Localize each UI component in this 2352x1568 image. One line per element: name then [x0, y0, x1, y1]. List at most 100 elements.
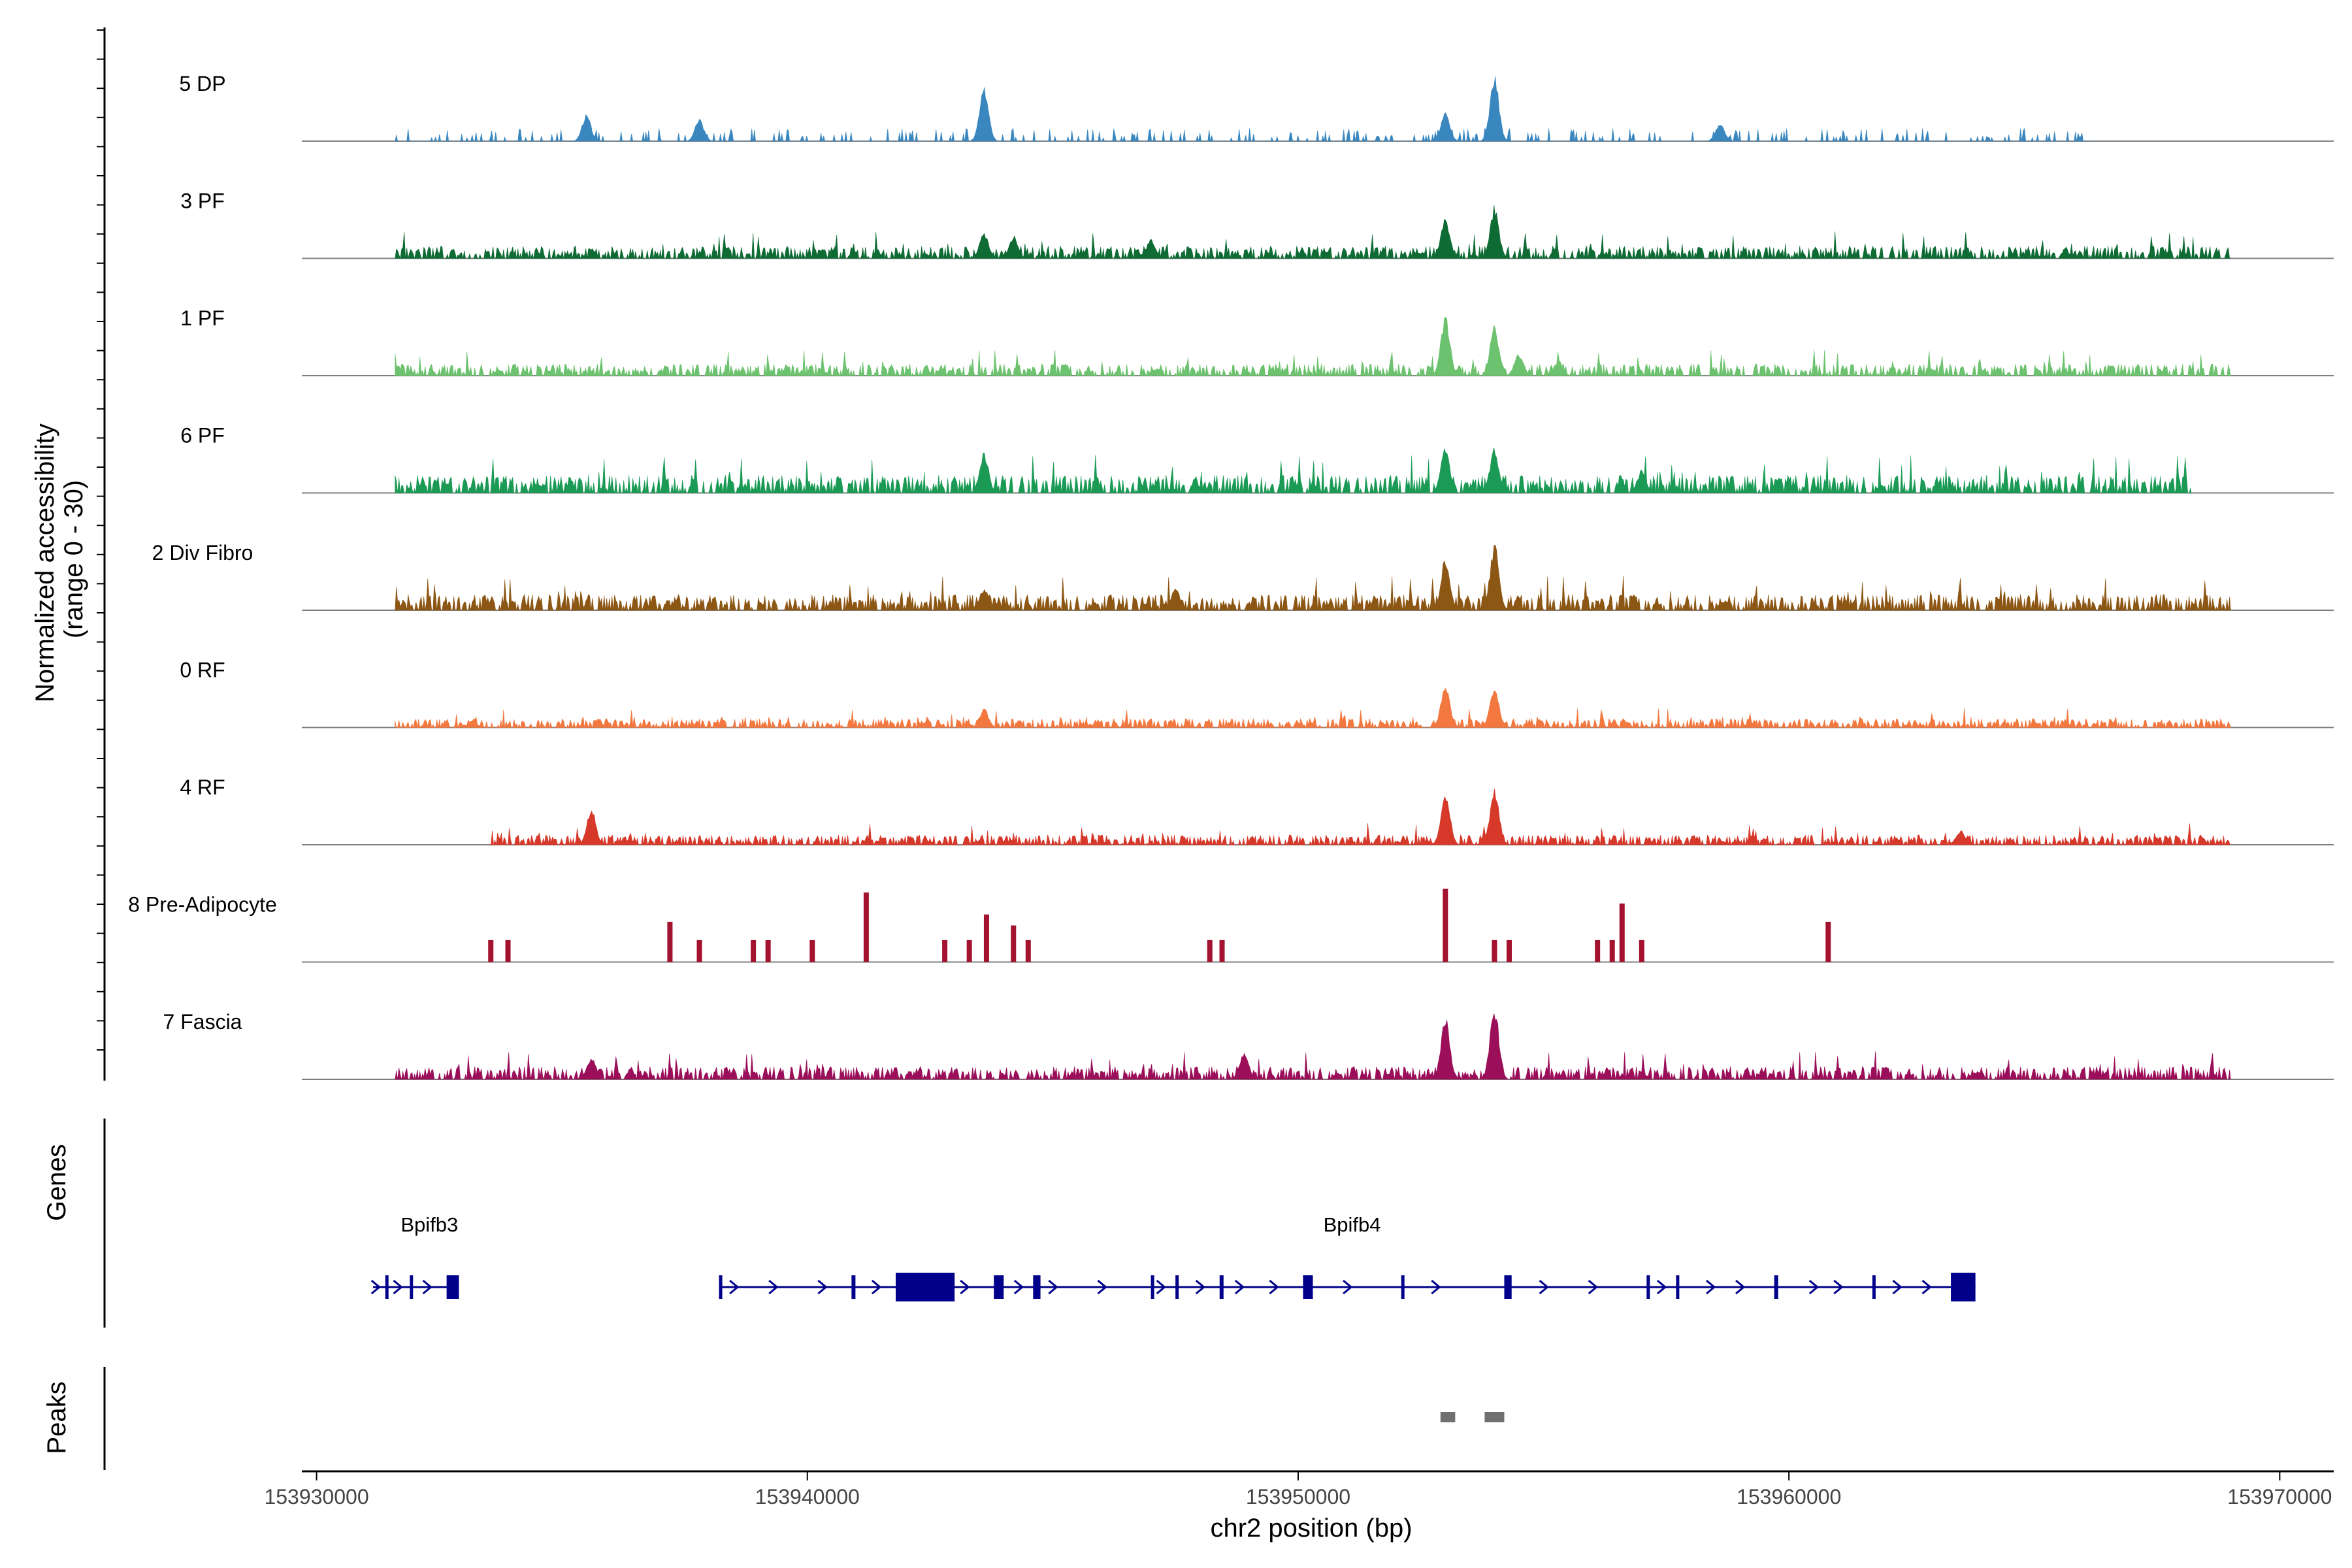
- gene-label: Bpifb4: [1324, 1213, 1381, 1236]
- track-5: 0 RF: [180, 659, 2334, 728]
- gene-exon: [1646, 1275, 1650, 1299]
- coverage-bar: [1506, 939, 1512, 962]
- track-label: 5 DP: [179, 72, 225, 95]
- track-4: 2 Div Fibro: [152, 541, 2334, 612]
- coverage-bar: [1011, 925, 1017, 962]
- gene-exon: [1303, 1275, 1313, 1299]
- coverage-area: [395, 448, 2192, 494]
- gene-strand-chevron: [1833, 1279, 1844, 1295]
- gene-exon: [719, 1275, 723, 1299]
- genes-panel: Bpifb3 Bpifb4: [103, 1119, 1976, 1328]
- gene-strand-chevron: [1269, 1279, 1279, 1295]
- gene-strand-chevron: [1431, 1279, 1441, 1295]
- track-6: 4 RF: [180, 776, 2334, 846]
- gene-strand-chevron: [1735, 1279, 1746, 1295]
- gene-strand-chevron: [370, 1279, 382, 1295]
- track-label: 2 Div Fibro: [152, 541, 253, 564]
- coverage-bar: [667, 921, 673, 962]
- gene-strand-chevron: [768, 1279, 779, 1295]
- gene-strand-chevron: [1892, 1279, 1903, 1295]
- gene-strand-chevron: [817, 1279, 828, 1295]
- gene-strand-chevron: [1234, 1279, 1245, 1295]
- gene-strand-chevron: [1013, 1279, 1024, 1295]
- y-axis: [97, 27, 106, 1081]
- coverage-bar: [488, 939, 494, 962]
- coverage-bar: [1825, 921, 1831, 962]
- track-2: 1 PF: [180, 306, 2334, 377]
- coverage-bar: [1025, 939, 1031, 962]
- gene-strand-chevron: [1921, 1279, 1932, 1295]
- gene-strand-chevron: [729, 1279, 740, 1295]
- track-label: 4 RF: [180, 776, 225, 799]
- track-7: 8 Pre-Adipocyte: [128, 889, 2334, 963]
- gene-exon: [1401, 1275, 1405, 1299]
- gene-strand-chevron: [1097, 1279, 1107, 1295]
- gene-exon: [994, 1275, 1004, 1299]
- gene-exon: [851, 1275, 856, 1299]
- peaks-panel: [103, 1367, 1505, 1470]
- track-label: 8 Pre-Adipocyte: [128, 893, 277, 917]
- coverage-bar: [1492, 939, 1497, 962]
- x-tick-label: 153960000: [1737, 1485, 1841, 1509]
- gene-exon: [1504, 1275, 1512, 1299]
- y-axis-label-line-1: Normalized accessibility: [31, 423, 59, 702]
- x-tick-label: 153940000: [755, 1485, 860, 1509]
- coverage-bar: [765, 939, 771, 962]
- track-3: 6 PF: [180, 424, 2334, 494]
- coverage-bar: [1639, 939, 1644, 962]
- coverage-bar: [751, 939, 757, 962]
- x-axis: 153930000 153940000 153950000 153960000 1539…: [264, 1470, 2334, 1509]
- coverage-bar: [983, 914, 989, 962]
- coverage-area: [395, 76, 2093, 142]
- coverage-bar: [809, 939, 815, 962]
- coverage-bar: [1595, 939, 1601, 962]
- peaks-panel-label: Peaks: [42, 1381, 71, 1454]
- genes-panel-label: Genes: [42, 1144, 71, 1221]
- coverage-bar: [505, 939, 511, 962]
- coverage-area: [395, 204, 2231, 259]
- track-8: 7 Fascia: [163, 1010, 2334, 1081]
- peak-region: [1484, 1412, 1505, 1422]
- gene-strand-chevron: [1195, 1279, 1206, 1295]
- coverage-area: [395, 316, 2231, 377]
- coverage-bar: [1619, 903, 1625, 962]
- gene-exon: [1175, 1275, 1179, 1299]
- gene-bpifb3: Bpifb3: [370, 1213, 459, 1299]
- gene-exon: [1151, 1275, 1154, 1299]
- gene-exon: [1774, 1275, 1778, 1299]
- coverage-bar: [1443, 889, 1448, 962]
- gene-exon: [1676, 1275, 1680, 1299]
- track-1: 3 PF: [180, 189, 2334, 259]
- coverage-bar: [696, 939, 702, 962]
- x-axis-label: chr2 position (bp): [1210, 1514, 1412, 1543]
- gene-strand-chevron: [1048, 1279, 1058, 1295]
- track-0: 5 DP: [179, 72, 2334, 142]
- coverage-area: [395, 1013, 2231, 1081]
- gene-bpifb4: Bpifb4: [719, 1213, 1976, 1301]
- x-tick-label: 153930000: [264, 1485, 368, 1509]
- coverage-bar: [1219, 939, 1225, 962]
- gene-label: Bpifb3: [400, 1213, 458, 1236]
- coverage-bar: [1609, 939, 1615, 962]
- gene-exon: [1033, 1275, 1041, 1299]
- y-axis-label-line-2: (range 0 - 30): [59, 480, 88, 638]
- gene-strand-chevron: [1156, 1279, 1166, 1295]
- coverage-area: [488, 789, 2231, 846]
- gene-strand-chevron: [960, 1279, 970, 1295]
- track-label: 1 PF: [180, 306, 225, 330]
- coverage-bar: [966, 939, 972, 962]
- peak-region: [1440, 1412, 1456, 1422]
- gene-strand-chevron: [1656, 1279, 1667, 1295]
- gene-exon: [895, 1273, 955, 1301]
- coverage-bar: [863, 892, 869, 962]
- coverage-tracks: 5 DP 3 PF 1 PF 6 PF 2 Div Fibro 0 RF 4 RF 8 Pre…: [128, 72, 2334, 1081]
- gene-exon: [1872, 1275, 1876, 1299]
- gene-strand-chevron: [1343, 1279, 1353, 1295]
- track-label: 3 PF: [180, 189, 225, 213]
- gene-strand-chevron: [1706, 1279, 1716, 1295]
- gene-exon: [446, 1275, 459, 1299]
- gene-strand-chevron: [871, 1279, 882, 1295]
- coverage-bar: [1207, 939, 1213, 962]
- y-axis-label: Normalized accessibility (range 0 - 30): [31, 416, 88, 702]
